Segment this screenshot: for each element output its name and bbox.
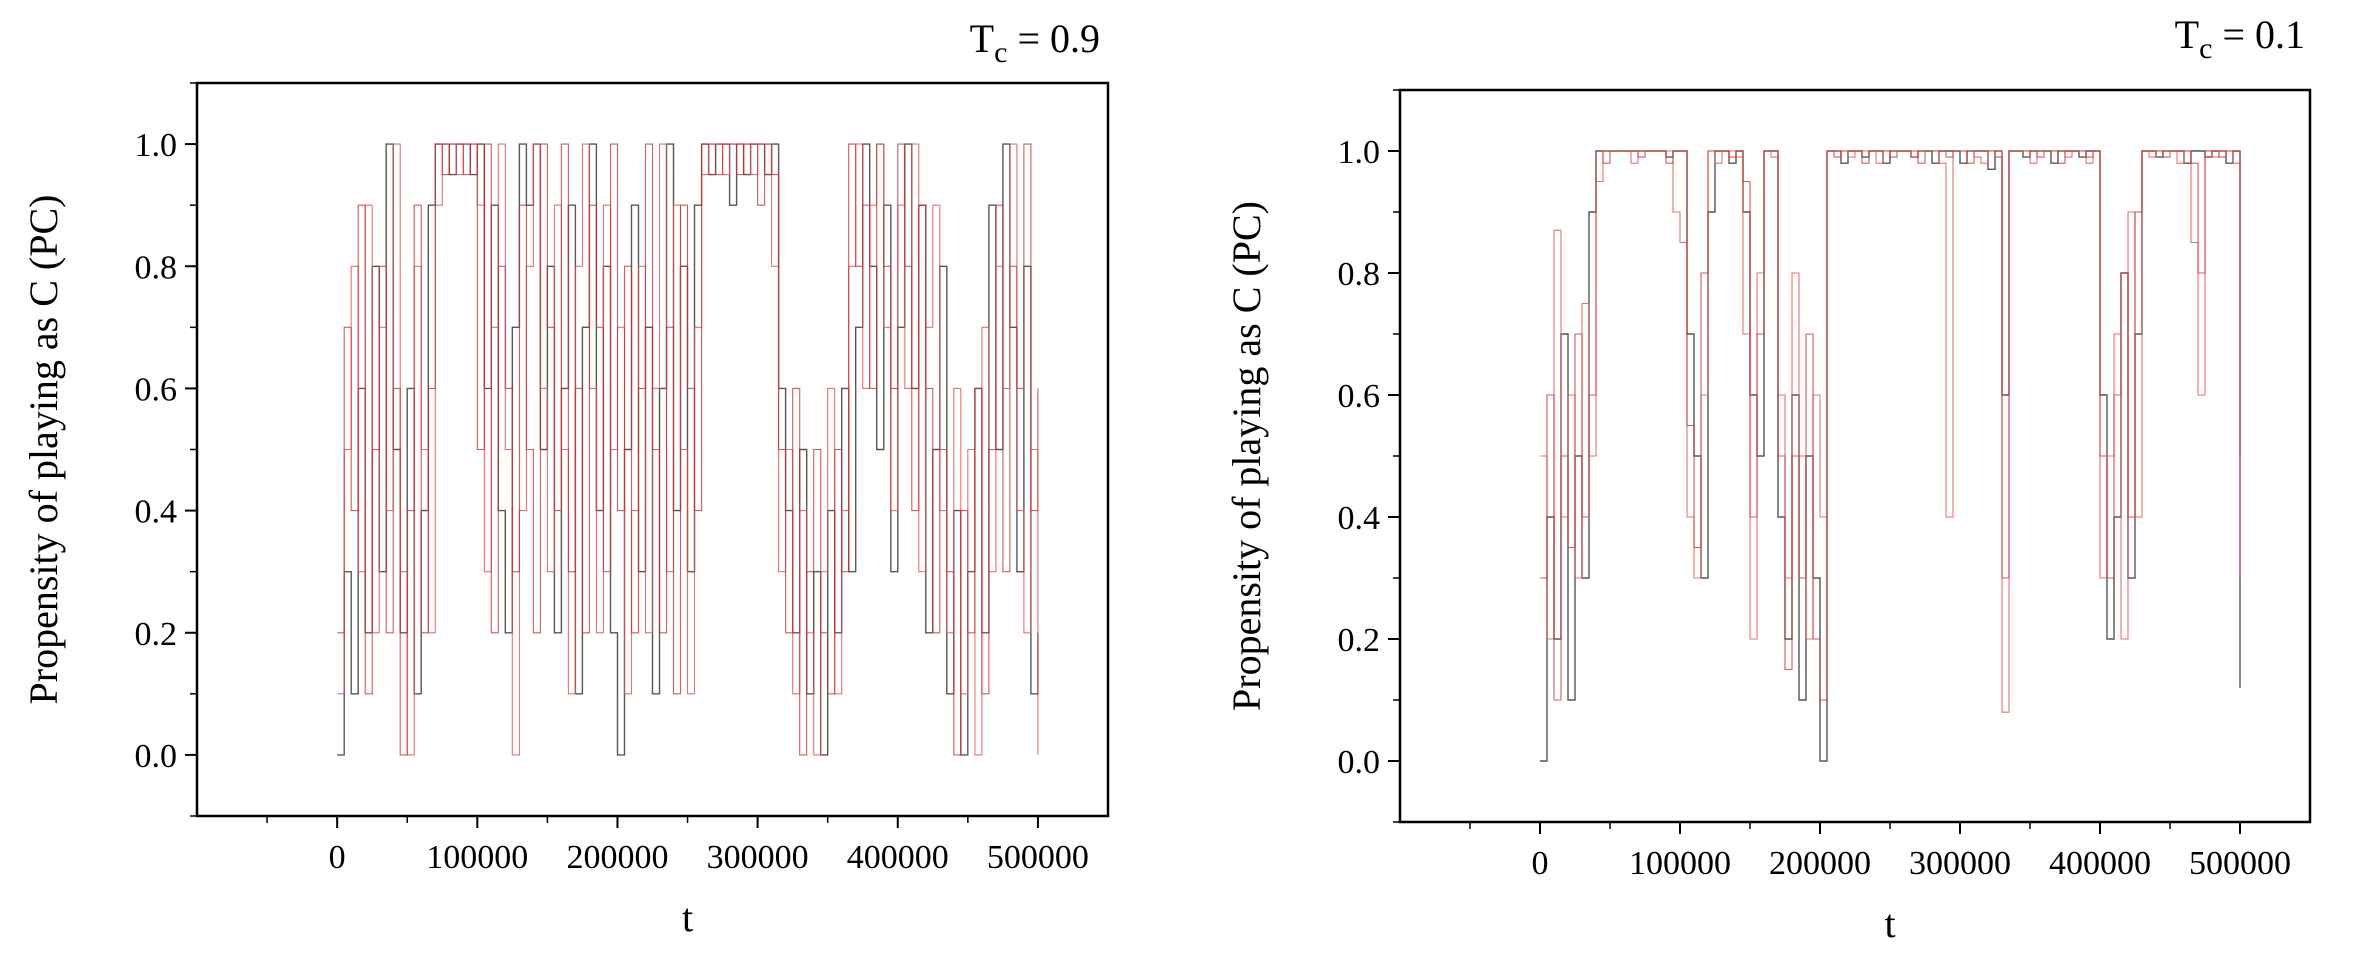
y-tick-label: 0.8 xyxy=(135,249,178,286)
x-axis-title: t xyxy=(682,895,693,940)
title-suffix: = 0.9 xyxy=(1007,16,1100,61)
x-tick-label: 300000 xyxy=(1909,845,2011,882)
y-tick-label: 0.0 xyxy=(135,738,178,775)
series-layer xyxy=(1540,150,2241,762)
panel-title: Tc = 0.9 xyxy=(970,16,1100,69)
ticks-layer: 0 100000 200000 300000 400000 500000 0.0 0.2 0.4… xyxy=(1338,89,2291,882)
title-main: T xyxy=(2175,12,2199,57)
x-tick-label: 200000 xyxy=(566,839,668,876)
title-suffix: = 0.1 xyxy=(2212,12,2305,57)
y-tick-label: 1.0 xyxy=(1338,134,1381,171)
y-tick-label: 0.0 xyxy=(1338,744,1381,781)
title-subscript: c xyxy=(994,36,1007,69)
y-tick-label: 0.2 xyxy=(1338,622,1381,659)
title-main: T xyxy=(970,16,994,61)
y-tick-label: 0.6 xyxy=(135,371,178,408)
series-layer xyxy=(337,143,1039,756)
x-axis-title: t xyxy=(1884,901,1895,946)
plot-frame xyxy=(1398,88,2312,824)
y-tick-label: 0.8 xyxy=(1338,256,1381,293)
series-line xyxy=(1540,150,2241,701)
y-tick-label: 0.2 xyxy=(135,616,178,653)
chart-panel-right: 0 100000 200000 300000 400000 500000 0.0 0.2 0.4… xyxy=(1224,12,2312,946)
ticks-layer: 0 100000 200000 300000 400000 500000 0.0 0.2 0.4… xyxy=(135,82,1089,876)
x-tick-label: 300000 xyxy=(707,839,809,876)
x-tick-label: 500000 xyxy=(2189,845,2291,882)
title-subscript: c xyxy=(2199,32,2212,65)
panel-title: Tc = 0.1 xyxy=(2175,12,2305,65)
x-tick-label: 400000 xyxy=(847,839,949,876)
y-tick-label: 1.0 xyxy=(135,127,178,164)
series-line xyxy=(337,143,1039,756)
y-axis-title: Propensity of playing as C (PC) xyxy=(1224,201,1269,711)
y-tick-label: 0.6 xyxy=(1338,378,1381,415)
y-axis-title: Propensity of playing as C (PC) xyxy=(21,195,66,705)
x-tick-label: 200000 xyxy=(1769,845,1871,882)
x-tick-label: 500000 xyxy=(987,839,1089,876)
x-tick-label: 400000 xyxy=(2049,845,2151,882)
x-tick-label: 0 xyxy=(1532,845,1549,882)
y-tick-label: 0.4 xyxy=(135,494,178,531)
chart-panel-left: 0 100000 200000 300000 400000 500000 0.0 0.2 0.4… xyxy=(21,16,1110,940)
x-tick-label: 0 xyxy=(329,839,346,876)
x-tick-label: 100000 xyxy=(1629,845,1731,882)
x-tick-label: 100000 xyxy=(426,839,528,876)
y-tick-label: 0.4 xyxy=(1338,500,1381,537)
series-line xyxy=(337,143,1039,756)
